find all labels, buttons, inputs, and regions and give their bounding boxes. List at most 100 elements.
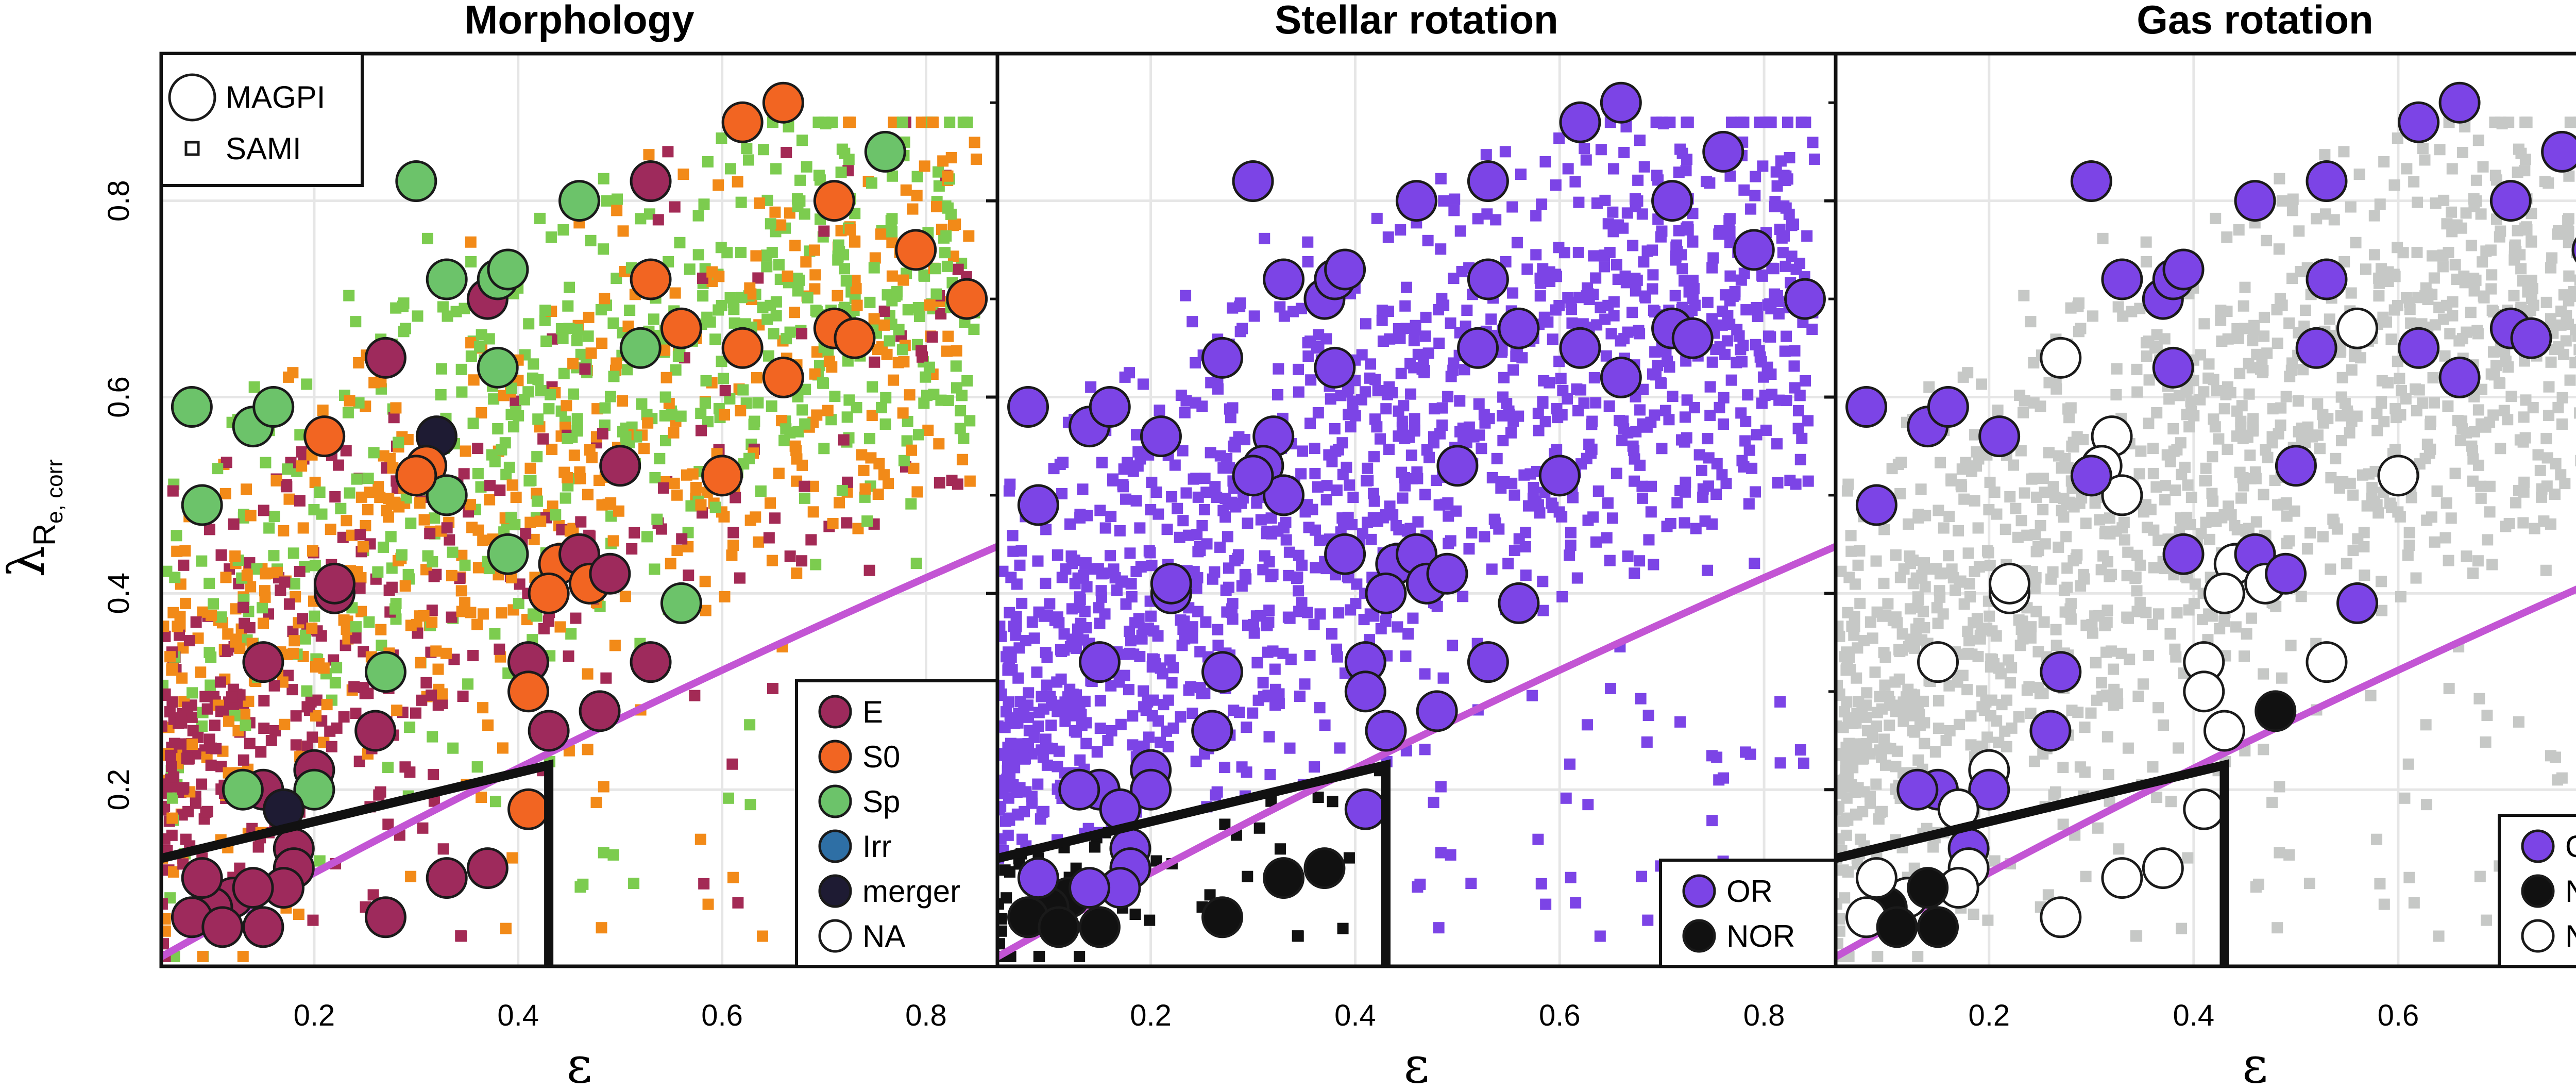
sami-point <box>1419 330 1431 342</box>
sami-point <box>1412 881 1423 893</box>
sami-point <box>1688 283 1700 295</box>
sami-point <box>2188 598 2200 610</box>
sami-point <box>471 618 483 630</box>
sami-point <box>269 725 281 736</box>
sami-point <box>1096 591 1108 603</box>
sami-point <box>1870 778 1882 790</box>
sami-point <box>880 392 892 404</box>
sami-point <box>782 270 793 282</box>
sami-point <box>2459 121 2471 132</box>
sami-point <box>1284 742 1296 754</box>
sami-point <box>1490 214 1502 226</box>
magpi-point <box>1130 768 1172 811</box>
magpi-point <box>201 906 244 948</box>
sami-point <box>2557 348 2569 360</box>
magpi-point <box>1365 572 1407 614</box>
sami-point <box>2261 234 2273 246</box>
sami-point <box>2378 156 2390 167</box>
magpi-point <box>2336 582 2379 624</box>
sami-point <box>1794 454 1806 465</box>
sami-point <box>2184 518 2196 530</box>
sami-point <box>428 571 440 582</box>
sami-point <box>1251 497 1263 509</box>
sami-point <box>882 289 893 301</box>
sami-point <box>2015 445 2027 457</box>
sami-point <box>546 443 558 455</box>
sami-point <box>2258 489 2269 500</box>
sami-point <box>1836 938 1843 950</box>
sami-point <box>1629 567 1640 579</box>
sami-point <box>912 429 924 441</box>
sami-point <box>1676 434 1688 446</box>
sami-point <box>2541 452 2553 464</box>
sami-point <box>2555 305 2567 317</box>
sami-point <box>861 515 873 527</box>
sami-point <box>1130 566 1142 578</box>
sami-point <box>2549 488 2561 500</box>
sami-point <box>1146 661 1158 673</box>
sami-point <box>426 616 438 628</box>
sami-point <box>1409 324 1420 336</box>
sami-point <box>1012 717 1024 729</box>
magpi-point <box>1201 337 1244 379</box>
sami-point <box>2299 305 2311 316</box>
sami-point <box>506 479 518 491</box>
sami-point <box>2027 566 2039 578</box>
magpi-point <box>1651 180 1693 222</box>
sami-point <box>1503 409 1515 421</box>
magpi-point <box>2336 307 2379 349</box>
sami-point <box>919 270 930 282</box>
magpi-point <box>579 690 621 732</box>
magpi-point <box>2040 896 2082 938</box>
magpi-point <box>1917 641 1959 683</box>
sami-point <box>467 417 479 429</box>
sami-point <box>1550 179 1562 191</box>
sami-point <box>1879 679 1891 691</box>
sami-point <box>205 609 217 621</box>
sami-point <box>574 881 586 893</box>
magpi-point <box>181 857 223 899</box>
sami-point <box>429 512 440 524</box>
sami-point <box>1841 792 1853 804</box>
sami-point <box>2371 425 2383 437</box>
sami-point <box>325 524 336 535</box>
sami-point <box>1480 149 1492 161</box>
sami-point <box>698 878 710 890</box>
sami-point <box>1956 648 1968 660</box>
sami-point <box>2342 409 2353 421</box>
sami-point <box>761 261 773 273</box>
magpi-point <box>2183 670 2225 713</box>
sami-point <box>2563 170 2575 182</box>
sami-point <box>2006 662 2018 674</box>
sami-point <box>488 393 500 405</box>
sami-point <box>1118 463 1130 475</box>
sami-point <box>1057 457 1069 468</box>
sami-point <box>907 203 919 215</box>
sami-point <box>1359 386 1371 398</box>
sami-point <box>1780 260 1791 272</box>
sami-point <box>872 344 884 356</box>
sami-point <box>2236 400 2248 412</box>
sami-point <box>695 425 707 437</box>
sami-point <box>2255 363 2266 375</box>
sami-point <box>455 930 467 942</box>
sami-point <box>1382 231 1394 243</box>
sami-point <box>724 163 736 175</box>
sami-point <box>344 395 355 407</box>
magpi-point <box>1845 386 1888 428</box>
sami-point <box>301 378 313 390</box>
sami-point <box>1769 200 1781 212</box>
sami-point <box>1371 212 1383 224</box>
sami-point <box>1472 213 1484 225</box>
magpi-point <box>1467 258 1509 300</box>
sami-point <box>1241 722 1252 733</box>
sami-point <box>1735 344 1747 356</box>
sami-point <box>1323 449 1335 461</box>
sami-point <box>2240 525 2252 537</box>
sami-point <box>794 195 806 207</box>
sami-point <box>823 356 835 367</box>
magpi-point <box>2183 788 2225 830</box>
sami-point <box>496 607 507 619</box>
sami-point <box>2311 213 2323 225</box>
sami-point <box>1205 377 1217 389</box>
